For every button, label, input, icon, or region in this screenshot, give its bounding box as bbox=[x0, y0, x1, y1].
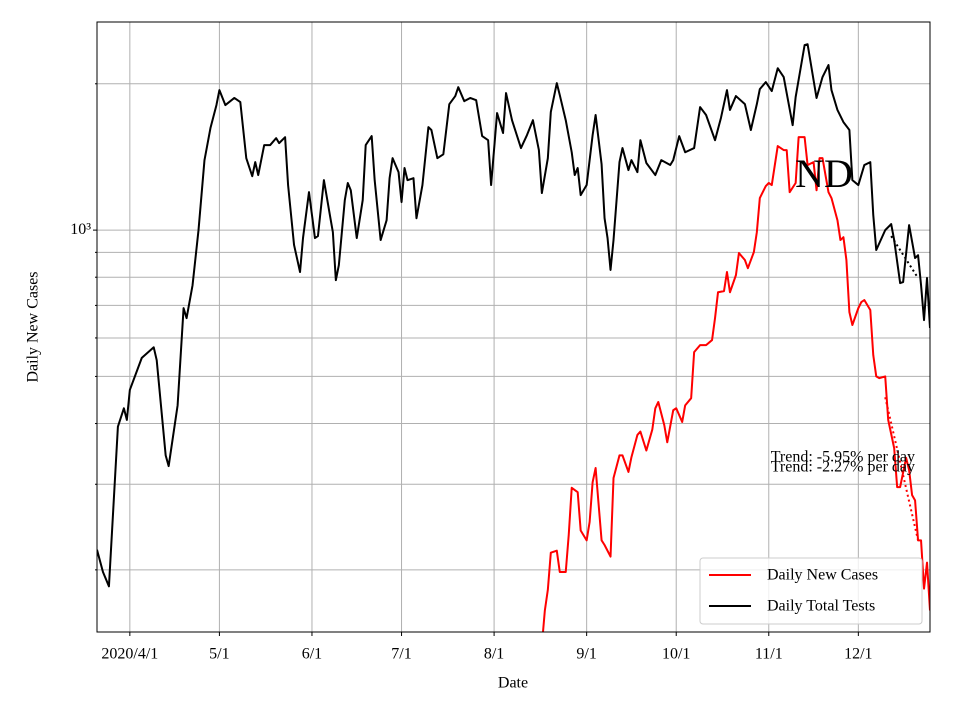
y-axis-label: Daily New Cases bbox=[25, 271, 42, 382]
x-tick-label: 9/1 bbox=[576, 646, 596, 663]
legend: Daily New Cases Daily Total Tests bbox=[699, 557, 923, 625]
trend-line bbox=[890, 235, 919, 279]
y-tick-label: 10³ bbox=[70, 221, 91, 238]
plot-frame bbox=[96, 21, 931, 633]
legend-label: Daily Total Tests bbox=[767, 598, 875, 615]
x-tick-label: 7/1 bbox=[391, 646, 411, 663]
trend-label: Trend: -5.95% per day bbox=[771, 449, 915, 466]
x-tick-label: 12/1 bbox=[844, 646, 872, 663]
x-tick-label: 6/1 bbox=[302, 646, 322, 663]
axes: 2020/4/1 5/1 6/1 7/1 8/1 9/1 10/1 11/1 12/1 10³ bbox=[70, 83, 873, 663]
x-axis-label: Date bbox=[498, 675, 528, 692]
series-line bbox=[541, 136, 930, 632]
x-tick-label: 11/1 bbox=[755, 646, 783, 663]
legend-box bbox=[699, 557, 923, 625]
x-tick-label: 10/1 bbox=[662, 646, 690, 663]
x-tick-label: 5/1 bbox=[209, 646, 229, 663]
plot-area bbox=[97, 43, 930, 632]
legend-label: Daily New Cases bbox=[767, 567, 878, 584]
x-tick-label: 2020/4/1 bbox=[101, 646, 158, 663]
series-line bbox=[97, 43, 930, 588]
trend-label: Trend: -2.27% per day bbox=[771, 459, 915, 476]
x-tick-label: 8/1 bbox=[484, 646, 504, 663]
annotation: ND bbox=[795, 151, 853, 196]
